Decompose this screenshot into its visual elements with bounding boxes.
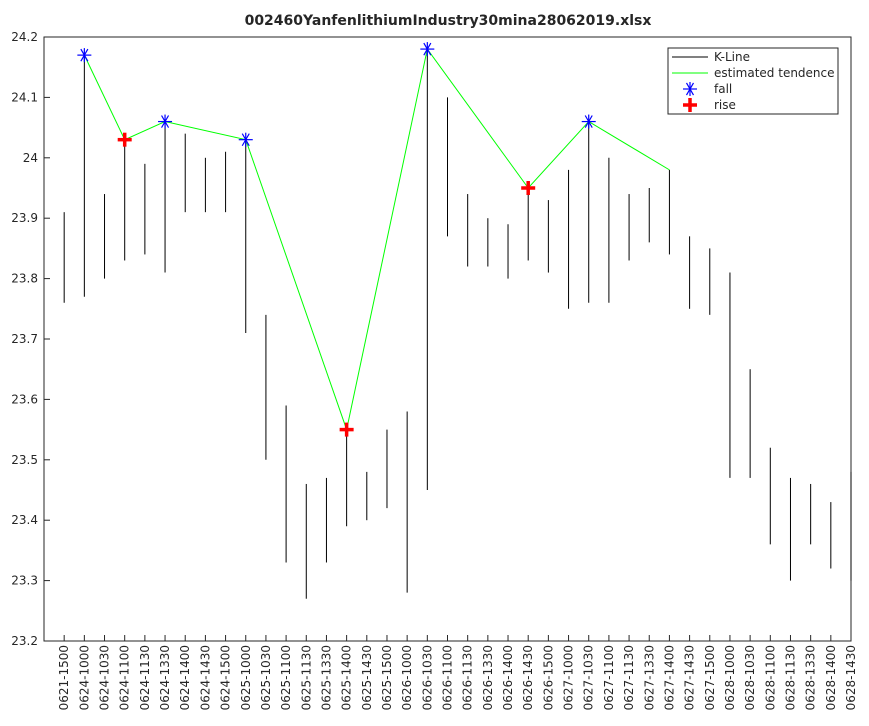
y-tick-label: 23.2 (11, 634, 38, 648)
x-tick-label: 0624-1330 (158, 645, 172, 710)
x-tick-label: 0627-1400 (662, 645, 676, 710)
x-tick-label: 0624-1430 (198, 645, 212, 710)
x-tick-label: 0624-1100 (118, 645, 132, 710)
marker (238, 132, 253, 147)
marker (77, 48, 92, 63)
x-tick-label: 0624-1400 (178, 645, 192, 710)
x-tick-label: 0626-1030 (420, 645, 434, 710)
x-tick-label: 0625-1330 (319, 645, 333, 710)
marker (521, 181, 536, 195)
x-tick-label: 0627-1030 (582, 645, 596, 710)
x-tick-label: 0625-1100 (279, 645, 293, 710)
x-tick-label: 0625-1500 (380, 645, 394, 710)
x-tick-label: 0627-1330 (642, 645, 656, 710)
x-tick-label: 0626-1130 (461, 645, 475, 710)
x-tick-label: 0628-1030 (743, 645, 757, 710)
marker (339, 422, 354, 437)
x-tick-label: 0626-1330 (481, 645, 495, 710)
chart-title: 002460YanfenlithiumIndustry30mina2806201… (245, 13, 652, 29)
x-tick-label: 0624-1030 (98, 645, 112, 710)
x-tick-label: 0626-1400 (501, 645, 515, 710)
marker (117, 132, 132, 147)
legend-label: K-Line (714, 50, 750, 64)
legend-label: rise (714, 98, 736, 112)
marker (581, 114, 596, 129)
y-tick-label: 23.6 (11, 392, 38, 406)
x-tick-label: 0625-1030 (259, 645, 273, 710)
y-tick-label: 24 (23, 151, 38, 165)
legend-label: fall (714, 82, 732, 96)
x-tick-label: 0624-1000 (77, 645, 91, 710)
legend-symbol (683, 82, 697, 96)
x-tick-label: 0627-1500 (703, 645, 717, 710)
x-tick-label: 0625-1430 (360, 645, 374, 710)
y-tick-label: 24.1 (11, 90, 38, 104)
x-tick-label: 0626-1000 (400, 645, 414, 710)
y-tick-label: 24.2 (11, 30, 38, 44)
x-tick-label: 0628-1100 (763, 645, 777, 710)
y-tick-label: 23.3 (11, 574, 38, 588)
x-tick-label: 0626-1430 (521, 645, 535, 710)
x-tick-label: 0625-1000 (239, 645, 253, 710)
y-tick-label: 23.7 (11, 332, 38, 346)
x-tick-label: 0628-1000 (723, 645, 737, 710)
y-tick-label: 23.4 (11, 513, 38, 527)
x-tick-label: 0628-1330 (804, 645, 818, 710)
x-tick-label: 0625-1400 (340, 645, 354, 710)
x-tick-label: 0627-1000 (562, 645, 576, 710)
y-tick-label: 23.9 (11, 211, 38, 225)
legend-box (667, 47, 839, 115)
x-tick-label: 0621-1500 (57, 645, 71, 710)
x-tick-label: 0628-1130 (783, 645, 797, 710)
x-tick-label: 0627-1100 (602, 645, 616, 710)
marker (158, 114, 173, 129)
x-tick-label: 0624-1130 (138, 645, 152, 710)
x-tick-label: 0626-1100 (441, 645, 455, 710)
legend-symbol (683, 98, 697, 112)
y-tick-label: 23.5 (11, 453, 38, 467)
x-tick-label: 0624-1500 (219, 645, 233, 710)
marker (420, 42, 435, 57)
x-tick-label: 0627-1430 (683, 645, 697, 710)
x-tick-label: 0626-1500 (541, 645, 555, 710)
legend-label: estimated tendence (714, 66, 835, 80)
x-tick-label: 0628-1430 (844, 645, 858, 710)
x-tick-label: 0627-1130 (622, 645, 636, 710)
y-tick-label: 23.8 (11, 272, 38, 286)
x-tick-label: 0628-1400 (824, 645, 838, 710)
x-tick-label: 0625-1130 (299, 645, 313, 710)
